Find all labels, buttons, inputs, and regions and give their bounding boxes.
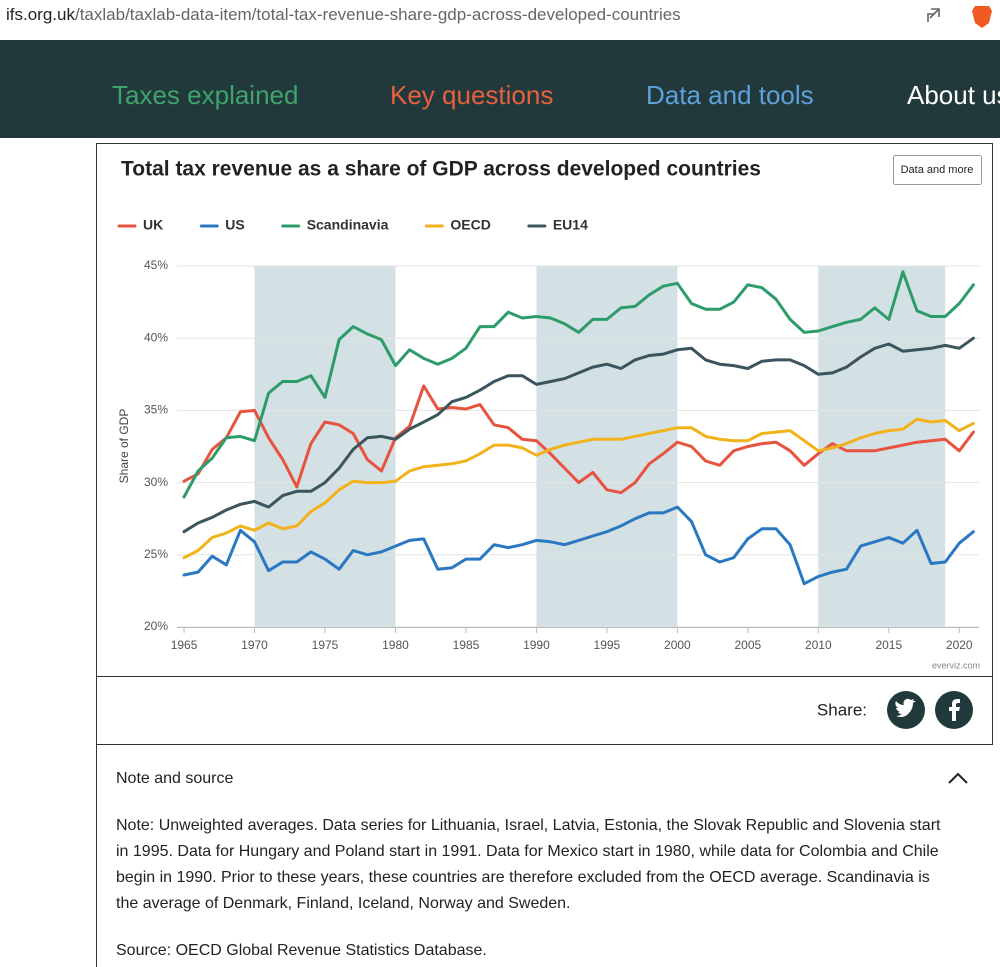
series-line <box>182 336 975 534</box>
x-tick-label: 1995 <box>594 638 621 652</box>
note-heading[interactable]: Note and source <box>116 770 234 787</box>
y-tick-label: 40% <box>144 330 168 344</box>
nav-item[interactable]: Data and tools <box>646 80 814 110</box>
series-line <box>182 417 975 560</box>
data-button[interactable] <box>893 155 982 185</box>
note-text: Note: Unweighted averages. Data series f… <box>116 817 941 912</box>
legend-label[interactable]: Scandinavia <box>307 217 389 233</box>
nav-item[interactable]: Key questions <box>390 80 553 110</box>
address-bar <box>0 0 1000 38</box>
y-tick-label: 35% <box>144 403 168 417</box>
series-line <box>182 505 975 586</box>
nav-item[interactable]: Taxes explained <box>112 80 298 110</box>
url-path: /taxlab/taxlab-data-item/total-tax-reven… <box>75 5 681 24</box>
y-tick-label: 20% <box>144 619 168 633</box>
collapse-chevron[interactable] <box>948 772 968 784</box>
x-tick-label: 1985 <box>453 638 480 652</box>
legend-label[interactable]: EU14 <box>553 217 588 233</box>
y-axis-label: Share of GDP <box>117 409 131 484</box>
share-label: Share: <box>817 700 867 719</box>
facebook-icon <box>949 699 960 721</box>
y-tick-label: 30% <box>144 475 168 489</box>
x-tick-label: 2005 <box>734 638 761 652</box>
data-button-label: Data and more <box>901 164 974 176</box>
x-tick-label: 1980 <box>382 638 409 652</box>
card-border <box>96 143 993 967</box>
legend-label[interactable]: US <box>225 217 244 233</box>
nav-item[interactable]: About us <box>907 80 1000 110</box>
x-tick-label: 1965 <box>171 638 198 652</box>
series-line <box>182 270 975 499</box>
url-domain: ifs.org.uk <box>6 5 75 24</box>
share-page-icon[interactable] <box>927 8 940 22</box>
x-tick-label: 1990 <box>523 638 550 652</box>
legend-label[interactable]: OECD <box>450 217 490 233</box>
legend-label[interactable]: UK <box>143 217 163 233</box>
x-tick-label: 2020 <box>946 638 973 652</box>
x-tick-label: 1970 <box>241 638 268 652</box>
y-tick-label: 25% <box>144 547 168 561</box>
shaded-period <box>254 266 396 627</box>
y-tick-label: 45% <box>144 258 168 272</box>
browser-shield[interactable] <box>972 6 992 28</box>
source-text: Source: OECD Global Revenue Statistics D… <box>116 942 487 959</box>
twitter-icon <box>895 698 916 717</box>
credit: everviz.com <box>932 660 980 670</box>
x-tick-label: 1975 <box>312 638 339 652</box>
url[interactable]: ifs.org.uk/taxlab/taxlab-data-item/total… <box>6 5 681 24</box>
x-tick-label: 2010 <box>805 638 832 652</box>
nav-bar <box>0 40 1000 138</box>
series-line <box>182 384 975 495</box>
chart-title: Total tax revenue as a share of GDP acro… <box>121 158 761 181</box>
x-tick-label: 2000 <box>664 638 691 652</box>
plot: 20% 25% 30% 35% 40% 45% 1965 1970 1975 1980 1985 19… <box>117 217 979 652</box>
x-tick-label: 2015 <box>875 638 902 652</box>
